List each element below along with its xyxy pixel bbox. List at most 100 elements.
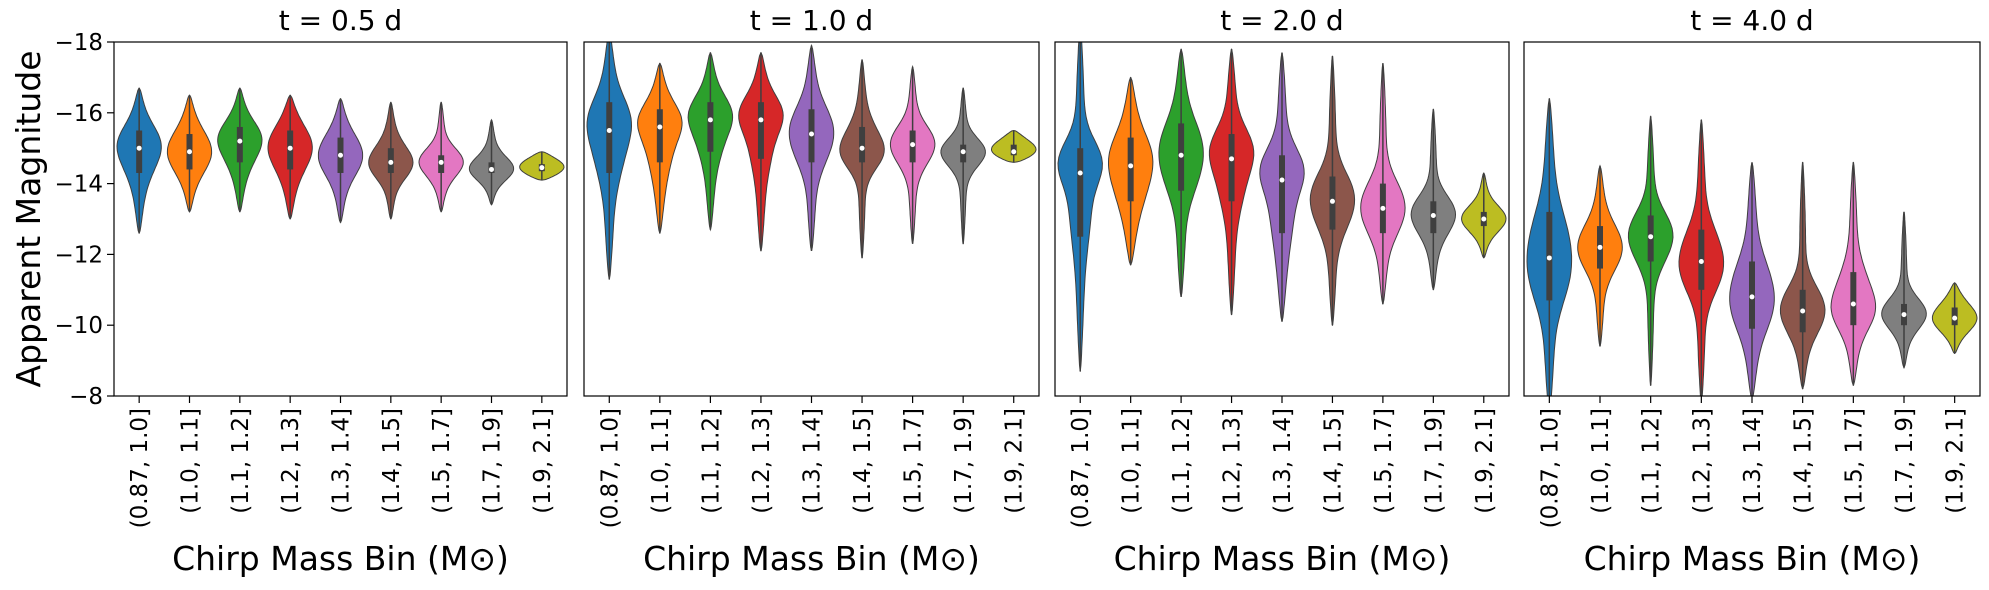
- median-dot: [809, 131, 814, 137]
- x-tick-label: (1.7, 1.9]: [951, 408, 977, 514]
- median-dot: [1850, 301, 1856, 307]
- x-tick-label: (1.4, 1.5]: [379, 408, 405, 514]
- x-tick-label: (1.2, 1.3]: [1689, 408, 1715, 514]
- median-dot: [1329, 198, 1335, 204]
- median-dot: [657, 124, 663, 130]
- x-tick-label: (1.0, 1.1]: [1588, 408, 1614, 514]
- median-dot: [1800, 308, 1806, 314]
- x-tick-label: (0.87, 1.0]: [1068, 408, 1094, 528]
- plot-area: [586, 42, 1037, 280]
- x-tick-label: (1.9, 2.1]: [1002, 408, 1028, 514]
- x-tick-label: (1.4, 1.5]: [1320, 408, 1346, 514]
- x-tick-label: (1.4, 1.5]: [850, 408, 876, 514]
- plot-frame: [113, 41, 568, 397]
- iqr-box: [236, 126, 243, 163]
- median-dot: [1178, 152, 1184, 158]
- x-tick-label: (1.9, 2.1]: [530, 408, 556, 514]
- median-dot: [960, 149, 966, 155]
- median-dot: [388, 159, 394, 165]
- median-dot: [489, 166, 494, 172]
- y-tick-label: −12: [54, 242, 103, 268]
- median-dot: [707, 117, 713, 123]
- plot-area: [1057, 42, 1507, 372]
- median-dot: [1698, 258, 1704, 264]
- x-tick-label: (1.7, 1.9]: [480, 408, 506, 514]
- median-dot: [1901, 312, 1907, 318]
- median-dot: [1128, 163, 1134, 169]
- median-dot: [1011, 149, 1017, 155]
- median-dot: [539, 165, 545, 171]
- x-axis-label: Chirp Mass Bin (M⊙): [643, 539, 980, 578]
- x-tick-label: (1.2, 1.3]: [278, 408, 304, 514]
- median-dot: [1749, 294, 1755, 300]
- iqr-box: [1077, 148, 1084, 237]
- x-tick-label: (1.0, 1.1]: [648, 408, 674, 514]
- iqr-box: [1127, 137, 1134, 202]
- median-dot: [1430, 212, 1436, 218]
- iqr-box: [136, 130, 143, 173]
- plot-frame: [583, 41, 1040, 397]
- x-tick-label: (1.1, 1.2]: [698, 408, 724, 514]
- x-tick-label: (1.0, 1.1]: [178, 408, 204, 514]
- median-dot: [910, 142, 916, 148]
- x-tick-label: (0.87, 1.0]: [597, 408, 623, 528]
- x-tick-label: (1.2, 1.3]: [1220, 408, 1246, 514]
- x-tick-label: (1.7, 1.9]: [1421, 408, 1447, 514]
- x-tick-label: (1.1, 1.2]: [228, 408, 254, 514]
- median-dot: [237, 138, 243, 144]
- panel-title: t = 0.5 d: [279, 4, 402, 37]
- median-dot: [859, 145, 865, 151]
- median-dot: [1597, 244, 1603, 250]
- median-dot: [1279, 177, 1285, 183]
- plot-frame: [1054, 41, 1510, 397]
- iqr-box: [707, 102, 714, 152]
- median-dot: [1077, 170, 1083, 176]
- panel-title: t = 4.0 d: [1690, 4, 1813, 37]
- x-tick-label: (1.7, 1.9]: [1892, 408, 1918, 514]
- median-dot: [338, 152, 343, 158]
- x-tick-label: (1.9, 2.1]: [1472, 408, 1498, 514]
- panel-title: t = 1.0 d: [750, 4, 873, 37]
- plot-area: [1526, 98, 1978, 396]
- x-tick-label: (0.87, 1.0]: [1537, 408, 1563, 528]
- x-tick-label: (1.1, 1.2]: [1169, 408, 1195, 514]
- x-tick-label: (1.3, 1.4]: [1740, 408, 1766, 514]
- median-dot: [287, 145, 293, 151]
- y-tick-label: −14: [54, 172, 103, 198]
- median-dot: [1481, 216, 1487, 222]
- x-tick-label: (1.3, 1.4]: [329, 408, 355, 514]
- plot-area: [116, 87, 565, 234]
- x-tick-label: (1.5, 1.7]: [1371, 408, 1397, 514]
- iqr-box: [656, 109, 663, 163]
- median-dot: [1648, 234, 1654, 240]
- median-dot: [1952, 315, 1958, 321]
- y-tick-label: −16: [54, 101, 103, 127]
- y-axis-label: Apparent Magnitude: [9, 50, 48, 387]
- median-dot: [136, 145, 142, 151]
- x-tick-label: (0.87, 1.0]: [127, 408, 153, 528]
- median-dot: [1546, 255, 1552, 261]
- median-dot: [1229, 156, 1235, 162]
- median-dot: [1380, 205, 1386, 211]
- y-tick-label: −8: [69, 384, 103, 410]
- x-tick-label: (1.1, 1.2]: [1639, 408, 1665, 514]
- iqr-box: [859, 126, 866, 163]
- iqr-box: [757, 102, 764, 159]
- x-tick-label: (1.0, 1.1]: [1119, 408, 1145, 514]
- x-tick-label: (1.9, 2.1]: [1943, 408, 1969, 514]
- median-dot: [758, 117, 764, 123]
- x-axis-label: Chirp Mass Bin (M⊙): [172, 539, 509, 578]
- x-tick-label: (1.5, 1.7]: [429, 408, 455, 514]
- x-axis-label: Chirp Mass Bin (M⊙): [1114, 539, 1451, 578]
- x-axis-label: Chirp Mass Bin (M⊙): [1584, 539, 1921, 578]
- y-tick-label: −10: [54, 313, 103, 339]
- plot-frame: [1523, 41, 1981, 397]
- x-tick-label: (1.3, 1.4]: [1270, 408, 1296, 514]
- x-tick-label: (1.3, 1.4]: [800, 408, 826, 514]
- panel-title: t = 2.0 d: [1220, 4, 1343, 37]
- x-tick-label: (1.4, 1.5]: [1791, 408, 1817, 514]
- iqr-box: [1850, 272, 1857, 326]
- median-dot: [438, 159, 444, 165]
- iqr-box: [1228, 134, 1235, 202]
